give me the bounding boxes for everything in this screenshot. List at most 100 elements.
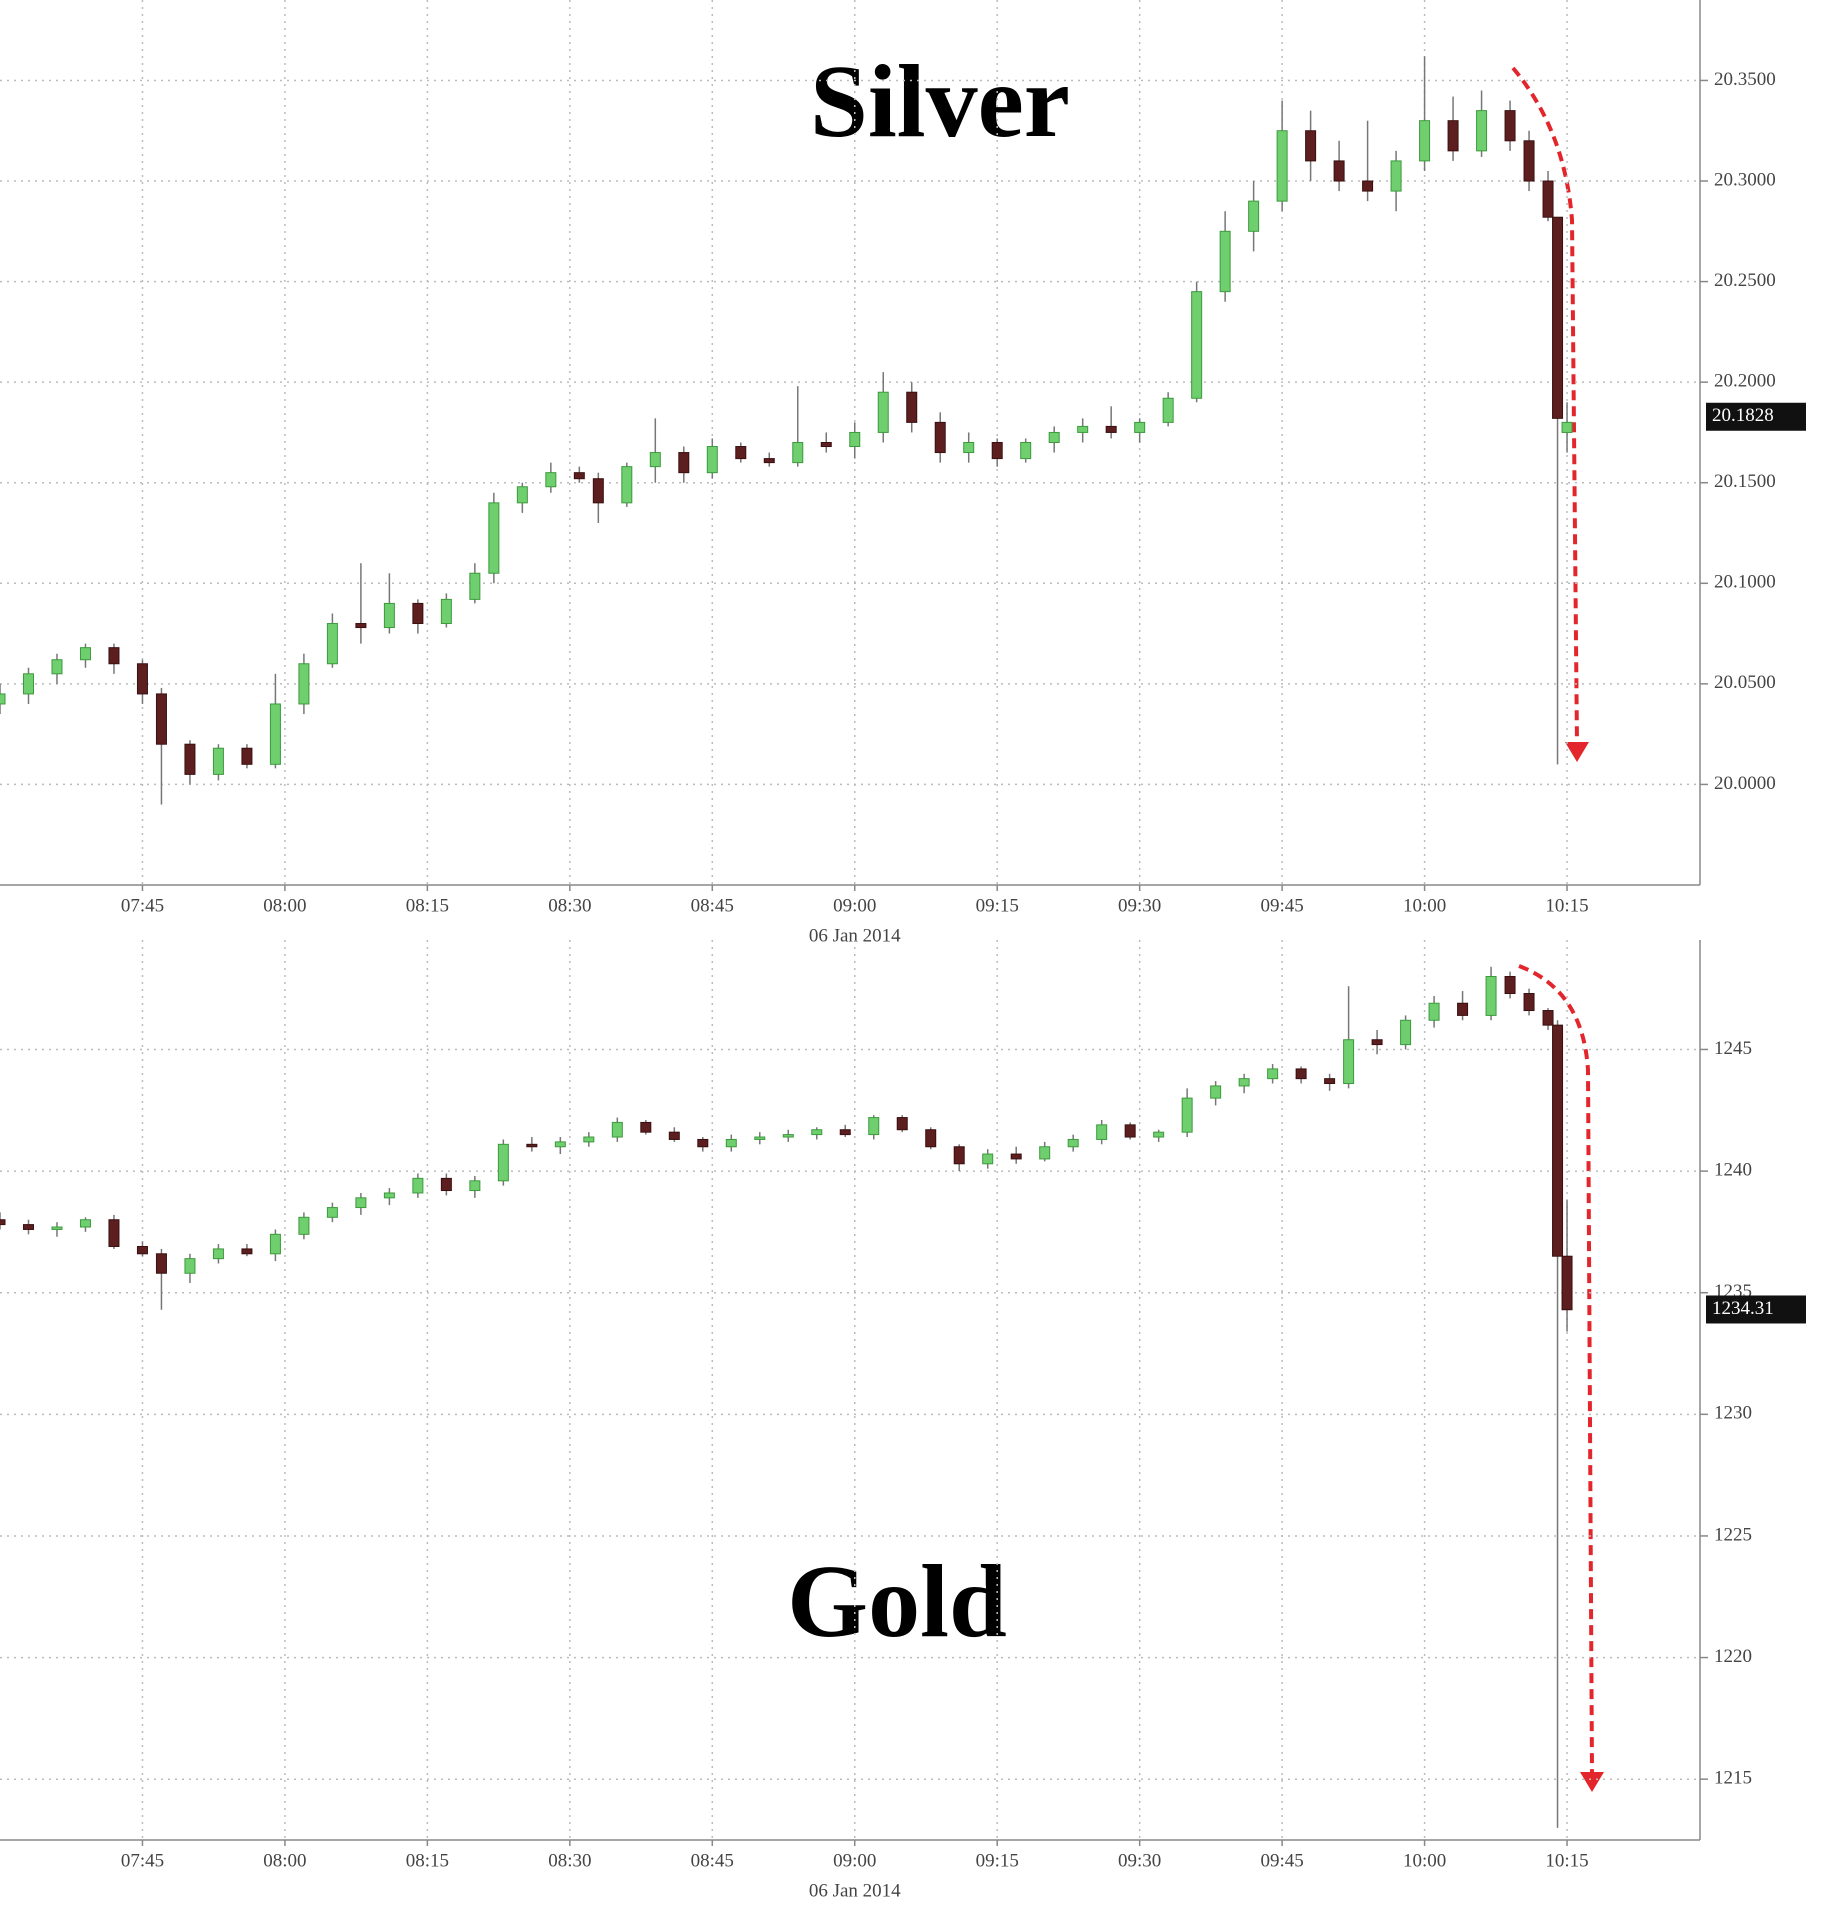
candle-body [469, 572, 481, 600]
candle-body [79, 1219, 91, 1228]
candle-body [0, 693, 6, 705]
candle-body [136, 663, 148, 695]
candle-body [326, 1207, 338, 1218]
candle-body [583, 1136, 595, 1143]
candle-body [326, 623, 338, 665]
candle-body [811, 1129, 823, 1136]
x-tick-label: 09:30 [1118, 1850, 1161, 1871]
candle-body [0, 1219, 6, 1226]
x-tick-label: 09:15 [976, 895, 1019, 916]
candle-body [735, 446, 747, 460]
candle-body [1276, 130, 1288, 202]
candle-body [668, 1131, 680, 1140]
candle-body [1523, 140, 1535, 182]
candle-body [640, 1121, 652, 1133]
candle-body [1504, 110, 1516, 142]
candle-body [1210, 1085, 1222, 1099]
candle-body [51, 659, 63, 675]
candle-body [1333, 160, 1345, 182]
y-tick-label: 1245 [1714, 1038, 1752, 1059]
candle-body [488, 502, 500, 574]
candle-body [1362, 180, 1374, 192]
candle-body [839, 1129, 851, 1136]
candle-body [1105, 425, 1117, 433]
arrow-head [1580, 1772, 1604, 1792]
y-tick-label: 20.1500 [1714, 471, 1776, 492]
candle-body [1048, 431, 1060, 443]
x-tick-label: 09:30 [1118, 895, 1161, 916]
candle-body [269, 1233, 281, 1255]
candle-body [516, 486, 528, 504]
candle-body [1457, 1002, 1469, 1016]
candle-body [383, 1192, 395, 1199]
x-tick-label: 07:45 [121, 1850, 164, 1871]
candle-body [991, 442, 1003, 460]
candle-body [1191, 291, 1203, 399]
x-tick-label: 10:00 [1403, 1850, 1446, 1871]
x-tick-label: 08:30 [548, 1850, 591, 1871]
candle-body [1010, 1153, 1022, 1160]
candle-body [868, 1117, 880, 1136]
candle-body [355, 623, 367, 629]
candle-body [754, 1136, 766, 1140]
candle-body [1248, 200, 1260, 232]
candle-body [440, 1177, 452, 1192]
candle-body [896, 1117, 908, 1131]
candle-body [469, 1180, 481, 1192]
candle-body [412, 602, 424, 625]
candle-body [1324, 1078, 1336, 1085]
candle-body [22, 673, 34, 695]
candle-body [298, 1216, 310, 1235]
x-tick-label: 09:00 [833, 895, 876, 916]
candle-body [1447, 120, 1459, 152]
candle-body [1295, 1068, 1307, 1080]
candle-body [649, 452, 661, 468]
candle-body [108, 647, 120, 665]
x-tick-label: 08:45 [691, 895, 734, 916]
candle-body [1552, 1024, 1564, 1257]
y-tick-label: 20.0000 [1714, 773, 1776, 794]
candle-body [678, 452, 690, 474]
candle-body [155, 693, 167, 745]
y-tick-label: 20.2000 [1714, 371, 1776, 392]
chart-title: Silver [810, 44, 1070, 159]
candle-body [820, 442, 832, 448]
candle-body [184, 743, 196, 775]
candle-body [1552, 216, 1564, 419]
y-tick-label: 20.3000 [1714, 169, 1776, 190]
candle-body [108, 1219, 120, 1247]
y-tick-label: 20.2500 [1714, 270, 1776, 291]
candle-body [212, 1248, 224, 1260]
candle-body [877, 391, 889, 433]
candle-body [440, 598, 452, 625]
candle-body [269, 703, 281, 765]
candle-body [934, 421, 946, 454]
candle-body [1542, 1010, 1554, 1026]
y-tick-label: 1225 [1714, 1524, 1752, 1545]
candle-body [1390, 160, 1402, 192]
candle-body [1400, 1019, 1412, 1046]
candle-body [1343, 1039, 1355, 1085]
candle-body [1523, 993, 1535, 1012]
x-tick-label: 09:45 [1260, 895, 1303, 916]
candle-body [79, 647, 91, 661]
y-tick-label: 20.0500 [1714, 672, 1776, 693]
candle-body [1504, 975, 1516, 995]
candle-body [383, 602, 395, 629]
candle-body [697, 1138, 709, 1148]
x-tick-label: 08:45 [691, 1850, 734, 1871]
x-tick-label: 10:00 [1403, 895, 1446, 916]
x-tick-label: 07:45 [121, 895, 164, 916]
x-axis-date: 06 Jan 2014 [809, 1880, 901, 1901]
candle-body [1077, 425, 1089, 433]
candle-body [1067, 1138, 1079, 1148]
candle-body [611, 1121, 623, 1138]
candle-body [136, 1245, 148, 1255]
x-tick-label: 08:00 [263, 895, 306, 916]
x-tick-label: 09:15 [976, 1850, 1019, 1871]
candle-body [1419, 120, 1431, 162]
candle-body [412, 1177, 424, 1194]
chart-title: Gold [787, 1544, 1007, 1659]
candle-body [545, 472, 557, 488]
